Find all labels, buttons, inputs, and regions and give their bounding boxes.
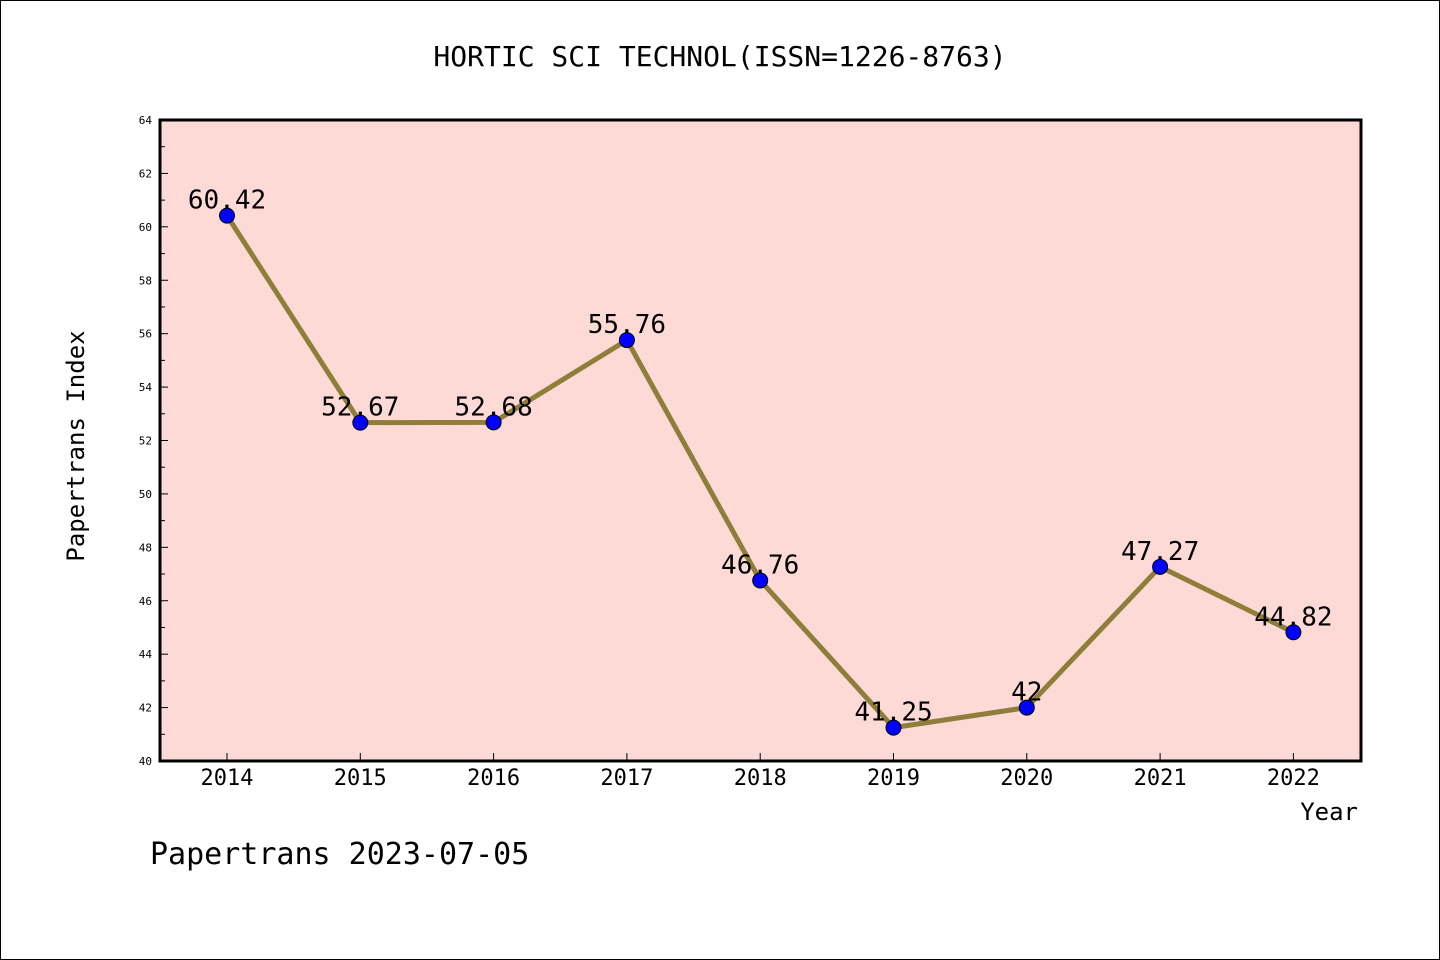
data-label: 55.76: [588, 310, 666, 340]
data-point-marker: [1018, 699, 1035, 716]
data-label: 42: [1011, 678, 1042, 708]
x-tick-label: 2014: [201, 766, 254, 791]
footer-text: Papertrans 2023-07-05: [150, 837, 529, 872]
y-tick-label: 54: [139, 381, 153, 394]
data-point-marker: [1152, 558, 1169, 575]
x-tick-label: 2019: [867, 766, 920, 791]
chart-title: HORTIC SCI TECHNOL(ISSN=1226-8763): [433, 40, 1006, 73]
y-tick-label: 58: [139, 274, 152, 287]
x-axis-label: Year: [1300, 798, 1358, 826]
y-tick-label: 44: [139, 648, 153, 661]
y-tick-label: 56: [139, 328, 152, 341]
x-tick-label: 2020: [1000, 766, 1053, 791]
data-label: 44.82: [1254, 602, 1332, 632]
y-tick-label: 50: [139, 488, 152, 501]
plot-area: [158, 118, 1363, 763]
y-tick-label: 64: [139, 114, 153, 127]
data-point-marker: [752, 572, 769, 589]
x-tick-label: 2015: [334, 766, 387, 791]
data-points: [219, 207, 1302, 736]
data-label: 47.27: [1121, 537, 1199, 567]
y-axis: 40 42 44 46 48 50 52 54 56 58 60 62 64: [139, 114, 168, 768]
y-tick-label: 40: [139, 755, 152, 768]
y-tick-label: 52: [139, 435, 152, 448]
y-tick-label: 60: [139, 221, 152, 234]
x-tick-label: 2018: [734, 766, 787, 791]
data-point-marker: [352, 414, 369, 431]
data-label: 52.67: [321, 393, 399, 423]
data-point-marker: [485, 414, 502, 431]
y-tick-label: 46: [139, 595, 152, 608]
data-point-marker: [219, 207, 235, 224]
data-label: 52.68: [454, 392, 532, 422]
data-point-marker: [1285, 624, 1302, 641]
y-tick-label: 62: [139, 167, 152, 180]
x-axis: 2014 2015 2016 2017 2018 2019 2020 2021 2022: [201, 753, 1320, 791]
data-label: 60.42: [188, 186, 266, 216]
y-axis-label: Papertrans Index: [62, 330, 90, 561]
x-tick-label: 2017: [600, 766, 653, 791]
data-label: 41.25: [854, 698, 932, 728]
data-point-marker: [618, 332, 635, 349]
x-tick-label: 2021: [1134, 766, 1187, 791]
y-tick-label: 42: [139, 702, 152, 715]
y-tick-label: 48: [139, 541, 152, 554]
x-tick-label: 2022: [1267, 766, 1320, 791]
x-tick-label: 2016: [467, 766, 520, 791]
data-point-marker: [885, 719, 902, 736]
data-labels: 60.42 52.67 52.68 55.76 46.76 41.25 42 47.27 44.…: [188, 186, 1333, 728]
data-label: 46.76: [721, 550, 799, 580]
